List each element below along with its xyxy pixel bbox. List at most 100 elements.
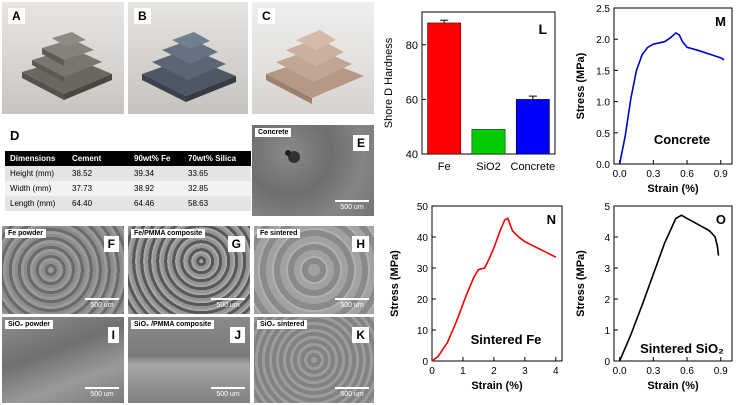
dimensions-table: Dimensions Cement 90wt% Fe 70wt% Silica … [5,151,251,211]
scale-bar: 500 um [85,298,119,309]
y-tick-label: 2.0 [596,35,610,46]
sem-title: Fe sintered [257,229,301,238]
y-tick-label: 50 [417,202,429,213]
y-tick-label: 5 [604,202,610,213]
sem-image-sio2-pmma: SiO₂ /PMMA composite J 500 um [128,317,250,403]
panel-label-e: E [352,135,369,151]
y-tick-label: 1 [604,326,610,337]
y-tick-label: 20 [417,295,429,306]
sem-image-sio2-sintered: SiO₂ sintered K 500 um [254,317,374,403]
curve-annotation: Sintered Fe [471,332,542,347]
y-axis-label: Stress (MPa) [575,250,587,317]
y-axis-label: Stress (MPa) [575,52,587,119]
sem-image-fe-powder: Fe powder F 500 um [2,226,124,314]
x-tick-label: 0 [429,366,435,377]
sem-image-concrete: Concrete E 500 um [252,125,374,216]
table-cell: 64.40 [67,196,129,211]
panel-label-i: I [107,327,119,343]
panel-label-f: F [103,236,119,252]
sem-title: SiO₂ /PMMA composite [131,320,215,329]
photo-silica-sample: C [252,2,374,114]
x-tick-label: 0.9 [714,169,728,180]
table-header: 70wt% Silica [183,151,251,166]
fe-step-pyramid-image [142,32,236,102]
x-tick-label: 0.0 [613,366,627,377]
scale-bar: 500 um [335,200,369,211]
plot-frame [613,7,733,165]
y-tick-label: 2 [604,295,610,306]
y-tick-label: 3 [604,264,610,275]
stress-strain-curve [431,217,557,362]
plot-frame [613,205,733,362]
table-row: Height (mm) 38.52 39.34 33.65 [5,166,251,181]
y-tick-label: 0 [422,357,428,368]
photo-cement-sample: A [2,2,124,114]
x-axis-label: Strain (%) [471,380,523,392]
scale-bar: 500 um [335,387,369,398]
y-tick-label: 10 [417,326,429,337]
table-cell: 64.46 [129,196,183,211]
y-tick-label: 0.5 [596,129,610,140]
panel-label-g: G [227,236,245,252]
panel-label-d: D [10,128,20,143]
sem-title: SiO₂ sintered [257,320,308,329]
scale-label: 500 um [340,204,364,211]
panel-label-j: J [230,327,245,343]
x-tick-label: 3 [522,366,528,377]
silica-step-pyramid-image [266,30,364,104]
table-cell: Width (mm) [5,181,67,196]
y-tick-label: 40 [417,233,429,244]
table-row: Width (mm) 37.73 38.92 32.85 [5,181,251,196]
chart-concrete-stress-strain: 0.0 0.5 1.0 1.5 2.0 2.5 0.0 0.3 0.6 0.9 M Concrete S… [575,4,733,195]
sem-title: Concrete [255,128,292,137]
x-axis-label: Strain (%) [647,183,699,195]
table-cell: Height (mm) [5,166,67,181]
panel-label-b: B [134,8,151,24]
sem-image-sio2-powder: SiO₂ powder I 500 um [2,317,124,403]
sem-image-fe-sintered: Fe sintered H 500 um [254,226,374,314]
table-header: Cement [67,151,129,166]
scale-bar: 500 um [335,298,369,309]
x-tick-label: 0.9 [714,366,728,377]
x-tick-label: 0.6 [680,169,694,180]
scale-label: 500 um [340,302,364,309]
x-tick-label: 0.0 [613,169,627,180]
x-tick-label: 0.3 [646,169,660,180]
panel-label-a: A [8,8,25,24]
y-tick-label: 40 [406,149,418,161]
table-row: Length (mm) 64.40 64.46 58.63 [5,196,251,211]
y-tick-label: 30 [417,264,429,275]
scale-bar: 500 um [211,387,245,398]
sem-title: SiO₂ powder [5,320,54,329]
scale-bar: 500 um [85,387,119,398]
panel-label-h: H [352,236,369,252]
y-axis-label: Shore D Hardness [383,37,395,128]
x-tick-label: Fe [438,161,451,173]
chart-sintered-sio2-stress-strain: 0 1 2 3 4 5 0.0 0.3 0.6 0.9 O Sintered SiO₂ Strain (… [575,202,733,392]
table-cell: 38.52 [67,166,129,181]
sem-title: Fe/PMMA composite [131,229,206,238]
chart-sintered-fe-stress-strain: 0 10 20 30 40 50 0 1 2 3 4 N Sintered Fe Strain (%) St… [389,202,563,392]
cement-step-pyramid-image [22,32,112,100]
panel-label-k: K [352,327,369,343]
table-cell: 39.34 [129,166,183,181]
table-header: 90wt% Fe [129,151,183,166]
x-axis-label: Strain (%) [647,380,699,392]
y-tick-label: 2.5 [596,4,610,15]
y-tick-label: 0 [604,357,610,368]
y-axis-label: Stress (MPa) [389,250,401,317]
stress-strain-curve [618,31,725,165]
x-tick-label: 0.6 [680,366,694,377]
sem-texture [285,150,300,163]
table-cell: 33.65 [183,166,251,181]
bar [427,22,462,155]
panel-label: M [715,14,726,29]
x-tick-label: 4 [553,366,559,377]
sem-image-fe-pmma: Fe/PMMA composite G 500 um [128,226,250,314]
curve-annotation: Concrete [654,132,710,147]
panel-label: L [538,21,547,37]
curve-annotation: Sintered SiO₂ [640,341,724,356]
table-cell: 58.63 [183,196,251,211]
y-tick-label: 80 [406,40,418,52]
scale-label: 500 um [216,391,240,398]
